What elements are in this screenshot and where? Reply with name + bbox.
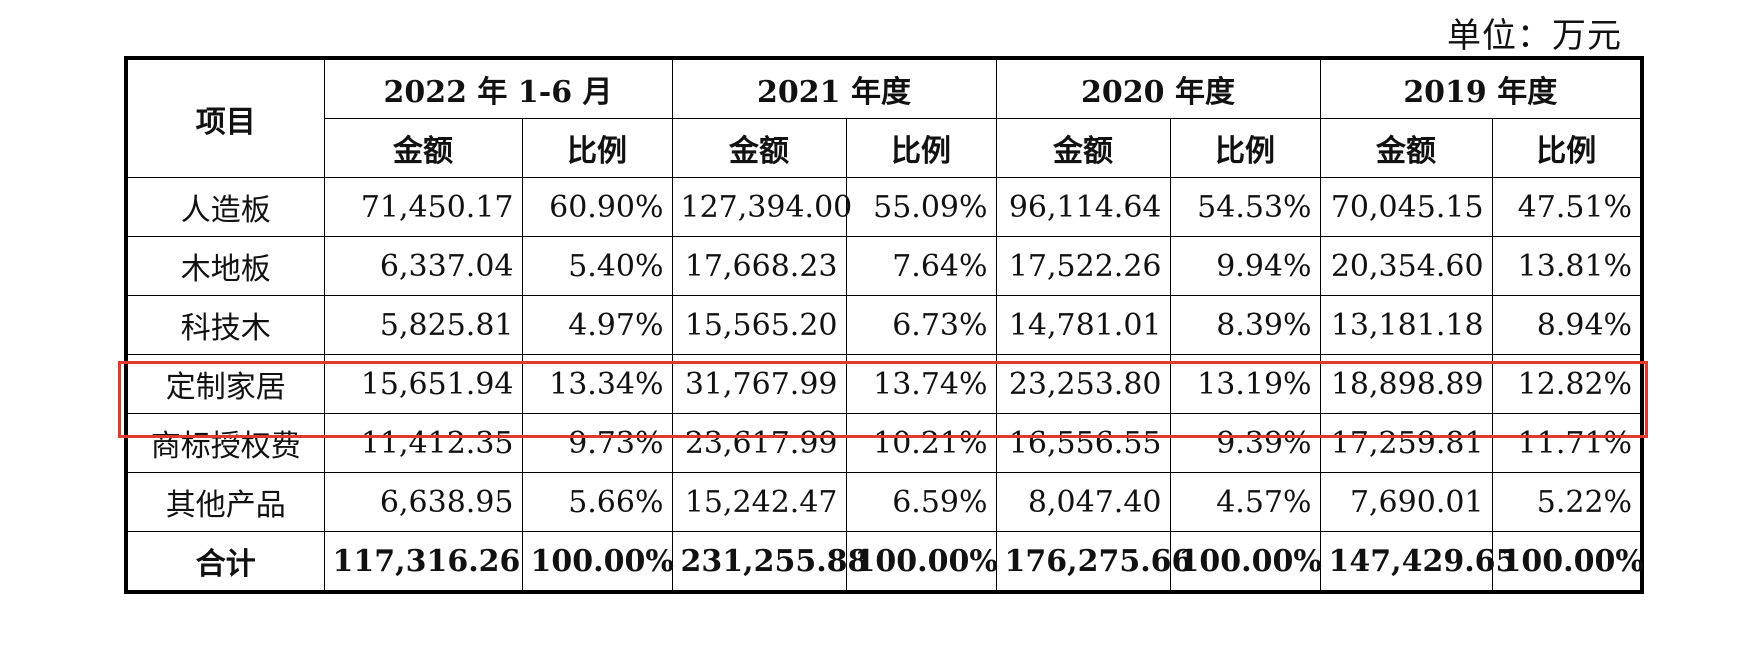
total-ratio-cell: 100.00%: [845, 531, 998, 593]
ratio-cell: 4.57%: [1169, 472, 1321, 532]
ratio-cell: 13.74%: [845, 354, 997, 414]
ratio-cell: 6.73%: [845, 295, 997, 355]
total-label: 合计: [125, 531, 325, 593]
amount-cell: 15,565.20: [671, 295, 847, 355]
amount-cell: 7,690.01: [1319, 472, 1493, 532]
ratio-cell: 9.73%: [521, 413, 673, 473]
ratio-cell: 60.90%: [521, 177, 673, 237]
ratio-cell: 8.39%: [1169, 295, 1321, 355]
period-header-2019: 2019 年度: [1319, 57, 1643, 119]
total-ratio-cell: 100.00%: [1169, 531, 1322, 593]
ratio-cell: 11.71%: [1491, 413, 1643, 473]
ratio-header: 比例: [1491, 118, 1643, 178]
item-header: 项目: [125, 57, 325, 178]
amount-cell: 15,242.47: [671, 472, 847, 532]
amount-cell: 23,253.80: [995, 354, 1171, 414]
amount-cell: 5,825.81: [323, 295, 523, 355]
amount-cell: 17,668.23: [671, 236, 847, 296]
ratio-cell: 13.81%: [1491, 236, 1643, 296]
amount-cell: 71,450.17: [323, 177, 523, 237]
amount-cell: 18,898.89: [1319, 354, 1493, 414]
amount-cell: 8,047.40: [995, 472, 1171, 532]
total-amount-cell: 231,255.88: [671, 531, 868, 593]
amount-cell: 16,556.55: [995, 413, 1171, 473]
total-amount-cell: 176,275.66: [995, 531, 1192, 593]
amount-cell: 6,337.04: [323, 236, 523, 296]
amount-cell: 17,259.81: [1319, 413, 1493, 473]
unit-label: 单位：万元: [1447, 16, 1622, 56]
amount-header: 金额: [323, 118, 523, 178]
total-amount-cell: 147,429.65: [1319, 531, 1516, 593]
ratio-cell: 13.19%: [1169, 354, 1321, 414]
ratio-cell: 9.39%: [1169, 413, 1321, 473]
header-row-metrics: 金额 比例 金额 比例 金额 比例 金额 比例: [126, 118, 1643, 178]
row-item-label: 木地板: [125, 236, 325, 296]
ratio-header: 比例: [1169, 118, 1321, 178]
amount-cell: 70,045.15: [1319, 177, 1493, 237]
total-amount-cell: 117,316.26: [323, 531, 523, 593]
ratio-cell: 8.94%: [1491, 295, 1643, 355]
header-row-periods: 项目 2022 年 1-6 月 2021 年度 2020 年度 2019 年度: [125, 57, 1643, 178]
revenue-table: 项目 2022 年 1-6 月 2021 年度 2020 年度 2019 年度 …: [124, 56, 1645, 594]
row-item-label: 定制家居: [125, 354, 325, 414]
ratio-cell: 6.59%: [845, 472, 997, 532]
ratio-cell: 55.09%: [845, 177, 997, 237]
table-row: 其他产品 6,638.95 5.66% 15,242.47 6.59% 8,04…: [125, 472, 1643, 532]
amount-header: 金额: [1319, 118, 1493, 178]
ratio-cell: 9.94%: [1169, 236, 1321, 296]
ratio-cell: 54.53%: [1169, 177, 1321, 237]
ratio-cell: 5.66%: [521, 472, 673, 532]
amount-cell: 17,522.26: [995, 236, 1171, 296]
ratio-cell: 7.64%: [845, 236, 997, 296]
total-ratio-cell: 100.00%: [521, 531, 674, 593]
amount-cell: 127,394.00: [671, 177, 852, 237]
ratio-cell: 47.51%: [1491, 177, 1643, 237]
row-item-label: 科技木: [125, 295, 325, 355]
ratio-cell: 5.22%: [1491, 472, 1643, 532]
period-header-2022h1: 2022 年 1-6 月: [323, 57, 673, 119]
amount-cell: 31,767.99: [671, 354, 847, 414]
ratio-header: 比例: [845, 118, 997, 178]
ratio-cell: 13.34%: [521, 354, 673, 414]
amount-cell: 20,354.60: [1319, 236, 1493, 296]
table-row: 科技木 5,825.81 4.97% 15,565.20 6.73% 14,78…: [125, 295, 1643, 355]
amount-cell: 11,412.35: [323, 413, 523, 473]
table-row: 人造板 71,450.17 60.90% 127,394.00 55.09% 9…: [125, 177, 1643, 237]
period-header-2021: 2021 年度: [671, 57, 997, 119]
table-row-highlighted: 定制家居 15,651.94 13.34% 31,767.99 13.74% 2…: [125, 354, 1643, 414]
ratio-cell: 12.82%: [1491, 354, 1643, 414]
amount-cell: 96,114.64: [995, 177, 1171, 237]
total-row: 合计 117,316.26 100.00% 231,255.88 100.00%…: [125, 531, 1644, 593]
table-row: 商标授权费 11,412.35 9.73% 23,617.99 10.21% 1…: [125, 413, 1643, 473]
period-header-2020: 2020 年度: [995, 57, 1321, 119]
total-ratio-cell: 100.00%: [1491, 531, 1644, 593]
amount-cell: 23,617.99: [671, 413, 847, 473]
ratio-cell: 4.97%: [521, 295, 673, 355]
row-item-label: 其他产品: [125, 472, 325, 532]
amount-header: 金额: [671, 118, 847, 178]
amount-header: 金额: [995, 118, 1171, 178]
ratio-header: 比例: [521, 118, 673, 178]
amount-cell: 13,181.18: [1319, 295, 1493, 355]
ratio-cell: 10.21%: [845, 413, 997, 473]
table-row: 木地板 6,337.04 5.40% 17,668.23 7.64% 17,52…: [125, 236, 1643, 296]
amount-cell: 6,638.95: [323, 472, 523, 532]
row-item-label: 人造板: [125, 177, 325, 237]
amount-cell: 14,781.01: [995, 295, 1171, 355]
amount-cell: 15,651.94: [323, 354, 523, 414]
ratio-cell: 5.40%: [521, 236, 673, 296]
row-item-label: 商标授权费: [125, 413, 325, 473]
